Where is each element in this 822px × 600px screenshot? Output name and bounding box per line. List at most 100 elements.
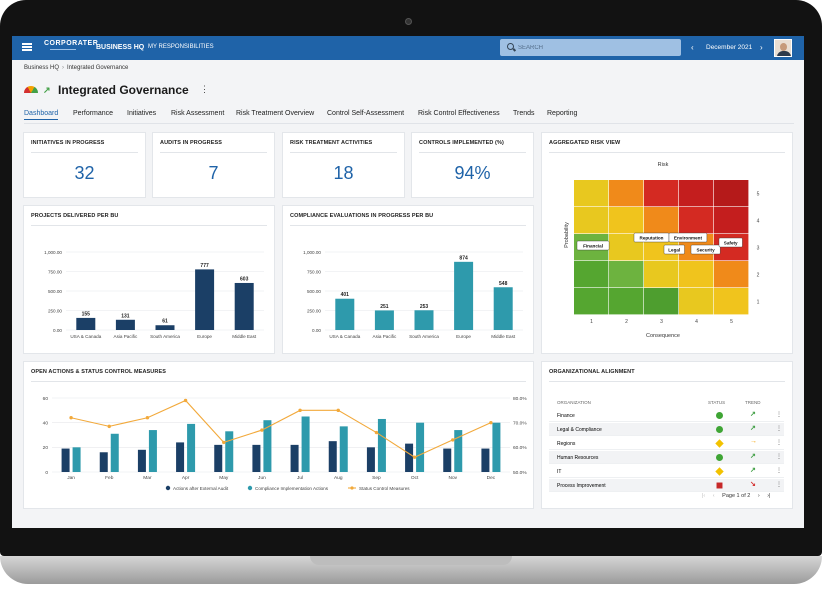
first-page-icon[interactable]: |‹ <box>702 493 706 499</box>
y-tick-label: 1 <box>757 300 760 306</box>
risk-label: Safety <box>724 240 738 245</box>
line-point <box>336 408 340 413</box>
bar <box>366 447 375 472</box>
row-menu-icon[interactable]: ⋮ <box>776 482 782 488</box>
app-logo[interactable]: CORPORATER <box>44 40 99 47</box>
tab-initiatives[interactable]: Initiatives <box>127 110 157 117</box>
tab-dashboard[interactable]: Dashboard <box>24 110 59 120</box>
bar <box>252 444 261 472</box>
table-row[interactable]: Human Resources ↗ ⋮ <box>549 451 784 464</box>
table-row[interactable]: Process Improvement ↘ ⋮ <box>549 479 784 492</box>
bar <box>137 449 146 472</box>
table-row[interactable]: IT ↗ ⋮ <box>549 465 784 478</box>
line-point <box>260 428 264 432</box>
x-tick-label: Jun <box>258 475 266 481</box>
col-organization: ORGANIZATION <box>557 400 591 405</box>
bar <box>335 298 355 330</box>
row-menu-icon[interactable]: ⋮ <box>776 468 782 474</box>
trend-arrow-icon: → <box>750 438 757 445</box>
y-tick-label: 250.00 <box>307 308 321 313</box>
tab-risk-treatment-overview[interactable]: Risk Treatment Overview <box>236 110 315 117</box>
x-tick-label: 3 <box>660 319 663 325</box>
row-menu-icon[interactable]: ⋮ <box>776 440 782 446</box>
card-divider <box>419 152 526 153</box>
table-row[interactable]: Finance ↗ ⋮ <box>549 409 784 422</box>
title-menu-icon[interactable]: ⋮ <box>200 84 209 94</box>
search-input[interactable] <box>518 41 668 54</box>
risk-label-box <box>718 237 743 248</box>
bar <box>225 431 234 472</box>
data-label: 401 <box>341 292 350 298</box>
legend-label: Compliance Implementation Actions <box>255 486 329 491</box>
bar <box>263 420 272 472</box>
menu-icon[interactable] <box>22 43 32 51</box>
risk-label-box <box>690 244 721 255</box>
table-row[interactable]: Regions → ⋮ <box>549 437 784 450</box>
risk-cell <box>644 261 679 288</box>
x-tick-label: Oct <box>411 475 419 481</box>
chart-title: OPEN ACTIONS & STATUS CONTROL MEASURES <box>31 369 166 375</box>
x-tick-label: Feb <box>105 475 114 481</box>
line-point <box>183 398 188 403</box>
org-name: IT <box>557 469 562 475</box>
y-tick-label: 250.00 <box>48 308 62 313</box>
kpi-card-audits[interactable]: AUDITS IN PROGRESS 7 <box>152 132 275 198</box>
projects-bar-chart: 1,000.00 750.00 500.00 250.00 0.00 155 USA & C… <box>44 250 264 339</box>
chart-title: COMPLIANCE EVALUATIONS IN PROGRESS PER B… <box>290 213 434 219</box>
card-divider <box>160 152 267 153</box>
nav-business-hq[interactable]: BUSINESS HQ <box>96 44 145 51</box>
row-menu-icon[interactable]: ⋮ <box>776 454 782 460</box>
y-tick-label: 1,000.00 <box>303 250 321 255</box>
breadcrumb-root[interactable]: Business HQ <box>24 65 60 71</box>
prev-page-icon[interactable]: ‹ <box>712 493 715 499</box>
table-row[interactable]: Legal & Compliance ↗ ⋮ <box>549 423 784 436</box>
bar <box>110 433 119 472</box>
tab-risk-control-effectiveness[interactable]: Risk Control Effectiveness <box>418 110 500 117</box>
tab-reporting[interactable]: Reporting <box>547 110 578 117</box>
risk-cell <box>714 207 749 234</box>
kpi-card-initiatives[interactable]: INITIATIVES IN PROGRESS 32 <box>23 132 146 198</box>
bar <box>443 448 452 472</box>
last-page-icon[interactable]: ›| <box>767 493 771 499</box>
kpi-card-risk-treatment[interactable]: RISK TREATMENT ACTIVITIES 18 <box>282 132 405 198</box>
open-actions-combo-chart: 60 40 20 0 80.0% 70.0% 60.0% 50.0% Jan Feb Mar Apr M… <box>43 396 528 491</box>
y-left-tick-label: 60 <box>43 396 49 402</box>
next-page-icon[interactable]: › <box>757 493 760 499</box>
tab-trends[interactable]: Trends <box>513 110 535 117</box>
prev-period-icon[interactable]: ‹ <box>691 43 694 52</box>
next-period-icon[interactable]: › <box>760 43 763 52</box>
line-point <box>107 424 111 429</box>
camera-icon <box>405 18 412 25</box>
y-left-tick-label: 20 <box>43 445 49 451</box>
tab-performance[interactable]: Performance <box>73 110 114 117</box>
row-menu-icon[interactable]: ⋮ <box>776 412 782 418</box>
alignment-table-header: ORGANIZATION STATUS TREND <box>549 398 784 408</box>
nav-my-responsibilities[interactable]: MY RESPONSIBILITIES <box>148 44 214 50</box>
risk-cell <box>714 288 749 315</box>
risk-cell <box>679 288 714 315</box>
col-status: STATUS <box>708 400 726 405</box>
period-label[interactable]: December 2021 <box>706 44 753 51</box>
y-right-tick-label: 70.0% <box>513 420 527 426</box>
risk-cell <box>644 288 679 315</box>
x-tick-label: Sep <box>372 475 381 481</box>
tab-risk-assessment[interactable]: Risk Assessment <box>171 110 225 117</box>
alignment-title: ORGANIZATIONAL ALIGNMENT <box>549 369 635 375</box>
pagination: |‹ ‹ Page 1 of 2 › ›| <box>702 493 776 499</box>
line-point <box>145 416 150 420</box>
bar <box>328 441 337 472</box>
tab-control-self-assessment[interactable]: Control Self-Assessment <box>327 110 405 117</box>
risk-label-box <box>576 240 610 251</box>
search-box[interactable] <box>500 39 681 56</box>
x-tick-label: Jan <box>67 475 75 481</box>
logo-underline <box>50 49 76 51</box>
bar <box>301 416 310 472</box>
line-point <box>451 438 455 442</box>
kpi-card-controls[interactable]: CONTROLS IMPLEMENTED (%) 94% <box>411 132 534 198</box>
risk-top-label: Risk <box>658 162 669 168</box>
compliance-bar-chart: 1,000.00 750.00 500.00 250.00 0.00 401 USA & C… <box>303 250 523 339</box>
status-yellow-icon <box>715 439 724 448</box>
row-menu-icon[interactable]: ⋮ <box>776 426 782 432</box>
avatar[interactable] <box>774 39 792 57</box>
bar <box>234 282 254 330</box>
